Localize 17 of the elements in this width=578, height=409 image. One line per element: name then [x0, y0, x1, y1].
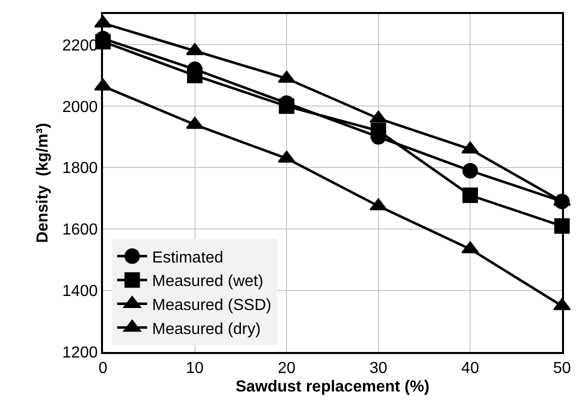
y-tick-label: 1200 [62, 344, 98, 362]
x-tick-label: 20 [278, 360, 296, 378]
x-tick-label: 30 [370, 360, 388, 378]
y-tick-label: 1600 [62, 222, 98, 239]
legend-label: Measured (dry) [152, 320, 261, 338]
x-tick-label: 50 [553, 360, 571, 378]
y-axis-title: Density (kg/m³) [34, 122, 52, 244]
legend-label: Measured (SSD) [152, 296, 272, 314]
x-axis-title: Sawdust replacement (%) [236, 378, 430, 396]
x-tick-label: 40 [461, 360, 480, 378]
y-tick-label: 2000 [62, 98, 98, 116]
x-tick-label: 0 [98, 360, 108, 378]
x-tick-label: 10 [186, 360, 204, 378]
y-tick-label: 1800 [62, 160, 98, 178]
y-tick-label: 1400 [62, 283, 98, 300]
legend-label: Estimated [152, 249, 224, 266]
legend-label: Measured (wet) [152, 273, 264, 290]
